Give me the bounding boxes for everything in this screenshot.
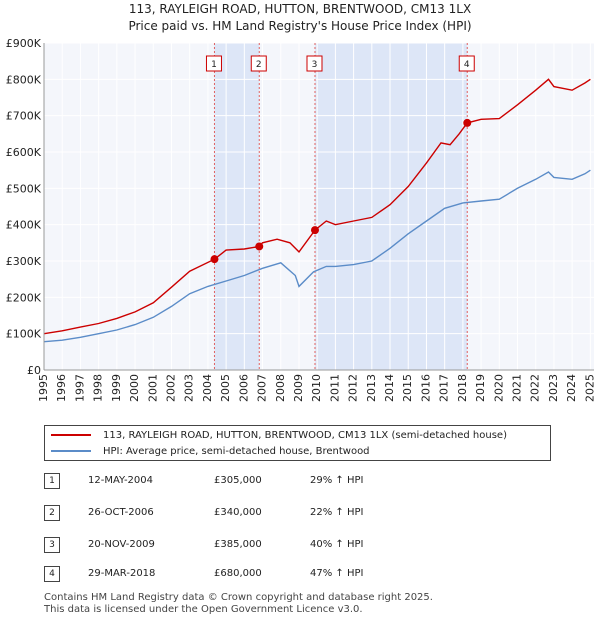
x-tick-label: 1995 bbox=[37, 374, 50, 402]
sale-price: £305,000 bbox=[214, 475, 262, 486]
sale-price: £385,000 bbox=[214, 539, 262, 550]
legend: 113, RAYLEIGH ROAD, HUTTON, BRENTWOOD, C… bbox=[44, 425, 551, 461]
sale-label-1: 1 bbox=[211, 60, 217, 70]
sale-label-4: 4 bbox=[464, 60, 470, 70]
y-tick-label: £500K bbox=[6, 182, 42, 195]
legend-label-hpi: HPI: Average price, semi-detached house,… bbox=[103, 445, 370, 457]
shaded-range-1 bbox=[214, 43, 260, 370]
y-tick-label: £600K bbox=[6, 146, 42, 159]
sale-label-box-2 bbox=[250, 55, 267, 72]
x-tick-label: 2018 bbox=[456, 374, 469, 402]
x-tick-label: 2024 bbox=[565, 374, 578, 402]
x-tick-label: 2014 bbox=[383, 374, 396, 402]
price-chart: £0 £100K £200K £300K £400K £500K £600K £700K £80… bbox=[6, 37, 597, 402]
sale-row-2: 2 26-OCT-2006 £340,000 22% ↑ HPI bbox=[44, 504, 564, 522]
footer-copyright: Contains HM Land Registry data © Crown c… bbox=[44, 592, 433, 603]
sale-point-1 bbox=[210, 255, 219, 264]
x-tick-label: 2019 bbox=[474, 374, 487, 402]
y-tick-label: £200K bbox=[6, 291, 42, 304]
sale-number: 1 bbox=[44, 473, 60, 489]
x-tick-label: 2007 bbox=[256, 374, 269, 402]
x-tick-label: 2002 bbox=[164, 374, 177, 402]
x-tick-label: 2025 bbox=[583, 374, 596, 402]
legend-item-hpi: HPI: Average price, semi-detached house,… bbox=[51, 443, 370, 459]
sale-point-3 bbox=[310, 226, 319, 235]
x-tick-label: 2010 bbox=[310, 374, 323, 402]
legend-label-property: 113, RAYLEIGH ROAD, HUTTON, BRENTWOOD, C… bbox=[103, 429, 507, 441]
legend-item-property: 113, RAYLEIGH ROAD, HUTTON, BRENTWOOD, C… bbox=[51, 427, 507, 443]
sale-date: 12-MAY-2004 bbox=[88, 475, 154, 486]
y-tick-label: £400K bbox=[6, 219, 42, 232]
sale-row-3: 3 20-NOV-2009 £385,000 40% ↑ HPI bbox=[44, 536, 564, 554]
legend-swatch-property bbox=[51, 434, 91, 436]
x-tick-label: 2001 bbox=[146, 374, 159, 402]
y-tick-label: £0 bbox=[27, 364, 41, 377]
legend-swatch-hpi bbox=[51, 450, 91, 452]
x-tick-label: 2011 bbox=[328, 374, 341, 402]
x-tick-label: 1996 bbox=[55, 374, 68, 402]
x-tick-label: 2016 bbox=[419, 374, 432, 402]
sale-label-3: 3 bbox=[312, 60, 318, 70]
hpi-line bbox=[43, 169, 591, 343]
x-tick-label: 2021 bbox=[511, 374, 524, 402]
y-tick-label: £300K bbox=[6, 255, 42, 268]
x-tick-label: 2008 bbox=[274, 374, 287, 402]
sale-label-2: 2 bbox=[256, 60, 262, 70]
sale-date: 26-OCT-2006 bbox=[88, 507, 154, 518]
x-tick-label: 2020 bbox=[492, 374, 505, 402]
footer-licence: This data is licensed under the Open Gov… bbox=[44, 604, 363, 615]
y-tick-label: £700K bbox=[6, 110, 42, 123]
x-tick-label: 2022 bbox=[529, 374, 542, 402]
sale-hpi-diff: 40% ↑ HPI bbox=[310, 539, 364, 550]
property-price-line bbox=[43, 78, 591, 335]
sale-number: 4 bbox=[44, 566, 60, 582]
sale-date: 29-MAR-2018 bbox=[88, 568, 156, 579]
x-tick-label: 2005 bbox=[219, 374, 232, 402]
sale-price: £340,000 bbox=[214, 507, 262, 518]
x-tick-label: 2017 bbox=[438, 374, 451, 402]
shaded-range-2 bbox=[314, 43, 468, 370]
y-tick-label: £800K bbox=[6, 73, 42, 86]
sale-row-1: 1 12-MAY-2004 £305,000 29% ↑ HPI bbox=[44, 472, 564, 490]
sale-price: £680,000 bbox=[214, 568, 262, 579]
x-tick-label: 2015 bbox=[401, 374, 414, 402]
sale-label-box-1 bbox=[205, 55, 222, 72]
x-tick-label: 2013 bbox=[365, 374, 378, 402]
chart-subtitle: Price paid vs. HM Land Registry's House … bbox=[128, 19, 472, 33]
sale-point-2 bbox=[255, 242, 264, 251]
sale-point-4 bbox=[463, 118, 472, 127]
x-tick-label: 1999 bbox=[110, 374, 123, 402]
x-tick-label: 2004 bbox=[201, 374, 214, 402]
sale-hpi-diff: 22% ↑ HPI bbox=[310, 507, 364, 518]
sale-number: 3 bbox=[44, 537, 60, 553]
x-tick-label: 2006 bbox=[237, 374, 250, 402]
sale-date: 20-NOV-2009 bbox=[88, 539, 155, 550]
x-tick-label: 2009 bbox=[292, 374, 305, 402]
sale-label-box-4 bbox=[458, 55, 475, 72]
x-tick-label: 1997 bbox=[73, 374, 86, 402]
y-tick-label: £900K bbox=[6, 37, 42, 50]
y-tick-label: £100K bbox=[6, 328, 42, 341]
sale-label-box-3 bbox=[306, 55, 323, 72]
sale-number: 2 bbox=[44, 505, 60, 521]
x-tick-label: 1998 bbox=[92, 374, 105, 402]
x-tick-label: 2000 bbox=[128, 374, 141, 402]
x-tick-label: 2023 bbox=[547, 374, 560, 402]
chart-title: 113, RAYLEIGH ROAD, HUTTON, BRENTWOOD, C… bbox=[128, 2, 472, 16]
sale-hpi-diff: 47% ↑ HPI bbox=[310, 568, 364, 579]
sale-row-4: 4 29-MAR-2018 £680,000 47% ↑ HPI bbox=[44, 565, 564, 583]
sale-hpi-diff: 29% ↑ HPI bbox=[310, 475, 364, 486]
x-tick-label: 2003 bbox=[183, 374, 196, 402]
x-tick-label: 2012 bbox=[347, 374, 360, 402]
